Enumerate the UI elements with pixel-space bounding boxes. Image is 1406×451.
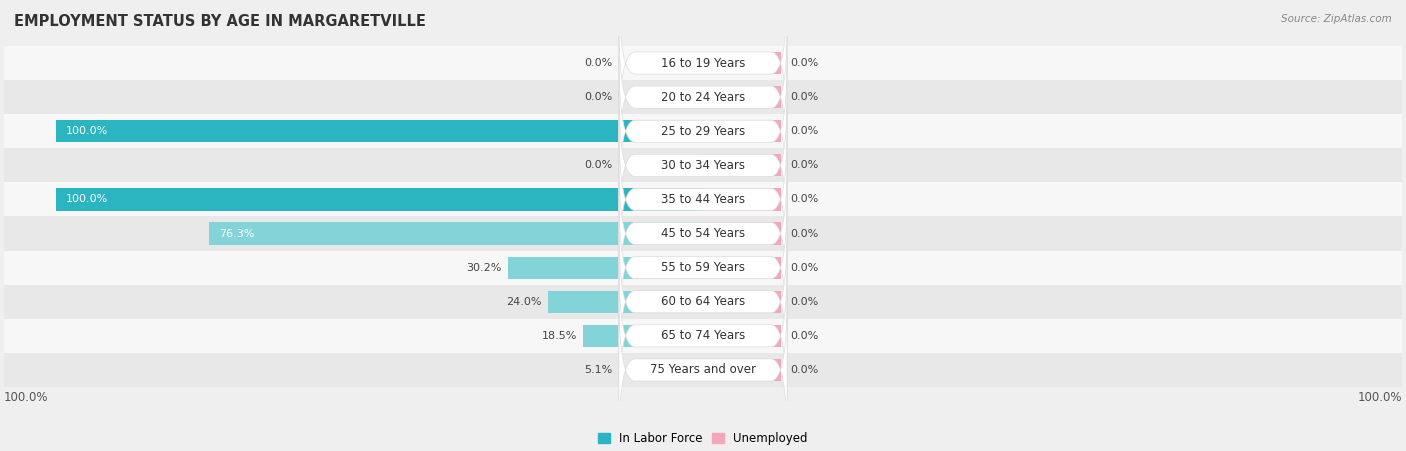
- Text: 0.0%: 0.0%: [583, 58, 613, 68]
- FancyBboxPatch shape: [619, 57, 787, 205]
- Text: 0.0%: 0.0%: [790, 160, 818, 170]
- FancyBboxPatch shape: [619, 262, 787, 410]
- FancyBboxPatch shape: [619, 228, 787, 376]
- Legend: In Labor Force, Unemployed: In Labor Force, Unemployed: [593, 427, 813, 450]
- Text: 18.5%: 18.5%: [541, 331, 576, 341]
- Text: 0.0%: 0.0%: [790, 229, 818, 239]
- Bar: [0, 319, 1406, 353]
- Text: 30 to 34 Years: 30 to 34 Years: [661, 159, 745, 172]
- Text: 100.0%: 100.0%: [1357, 391, 1402, 405]
- Bar: [0, 251, 1406, 285]
- FancyBboxPatch shape: [619, 23, 787, 171]
- Text: Source: ZipAtlas.com: Source: ZipAtlas.com: [1281, 14, 1392, 23]
- Text: 5.1%: 5.1%: [583, 365, 613, 375]
- Text: EMPLOYMENT STATUS BY AGE IN MARGARETVILLE: EMPLOYMENT STATUS BY AGE IN MARGARETVILL…: [14, 14, 426, 28]
- Bar: [0, 353, 1406, 387]
- FancyBboxPatch shape: [619, 125, 787, 274]
- Text: 35 to 44 Years: 35 to 44 Years: [661, 193, 745, 206]
- Bar: [671, 359, 703, 381]
- Text: 60 to 64 Years: 60 to 64 Years: [661, 295, 745, 308]
- Text: 75 Years and over: 75 Years and over: [650, 364, 756, 377]
- Text: 24.0%: 24.0%: [506, 297, 541, 307]
- Bar: [0, 148, 1406, 182]
- Bar: [508, 257, 703, 279]
- Bar: [703, 257, 780, 279]
- Bar: [703, 222, 780, 244]
- Bar: [209, 222, 703, 244]
- Text: 45 to 54 Years: 45 to 54 Years: [661, 227, 745, 240]
- Bar: [0, 182, 1406, 216]
- FancyBboxPatch shape: [619, 159, 787, 308]
- Bar: [0, 114, 1406, 148]
- Text: 16 to 19 Years: 16 to 19 Years: [661, 56, 745, 69]
- Bar: [0, 285, 1406, 319]
- Text: 0.0%: 0.0%: [790, 262, 818, 273]
- Bar: [0, 80, 1406, 114]
- Bar: [703, 120, 780, 143]
- Text: 0.0%: 0.0%: [583, 92, 613, 102]
- Bar: [0, 216, 1406, 251]
- Bar: [583, 325, 703, 347]
- Text: 0.0%: 0.0%: [790, 92, 818, 102]
- Bar: [56, 120, 703, 143]
- Text: 76.3%: 76.3%: [219, 229, 254, 239]
- Bar: [703, 154, 780, 176]
- Bar: [703, 52, 780, 74]
- Text: 25 to 29 Years: 25 to 29 Years: [661, 125, 745, 138]
- Text: 0.0%: 0.0%: [790, 331, 818, 341]
- FancyBboxPatch shape: [619, 0, 787, 137]
- Text: 0.0%: 0.0%: [790, 194, 818, 204]
- FancyBboxPatch shape: [619, 193, 787, 342]
- Text: 20 to 24 Years: 20 to 24 Years: [661, 91, 745, 104]
- Bar: [703, 359, 780, 381]
- Bar: [548, 290, 703, 313]
- Text: 0.0%: 0.0%: [790, 126, 818, 136]
- Bar: [56, 189, 703, 211]
- Text: 100.0%: 100.0%: [66, 194, 108, 204]
- Text: 100.0%: 100.0%: [4, 391, 49, 405]
- Text: 0.0%: 0.0%: [790, 297, 818, 307]
- Text: 30.2%: 30.2%: [465, 262, 501, 273]
- Text: 0.0%: 0.0%: [790, 365, 818, 375]
- Bar: [703, 189, 780, 211]
- Bar: [703, 325, 780, 347]
- Text: 100.0%: 100.0%: [66, 126, 108, 136]
- Text: 0.0%: 0.0%: [790, 58, 818, 68]
- Bar: [703, 86, 780, 108]
- Bar: [703, 290, 780, 313]
- Bar: [0, 46, 1406, 80]
- FancyBboxPatch shape: [619, 296, 787, 444]
- Text: 0.0%: 0.0%: [583, 160, 613, 170]
- Text: 55 to 59 Years: 55 to 59 Years: [661, 261, 745, 274]
- Text: 65 to 74 Years: 65 to 74 Years: [661, 329, 745, 342]
- FancyBboxPatch shape: [619, 91, 787, 239]
